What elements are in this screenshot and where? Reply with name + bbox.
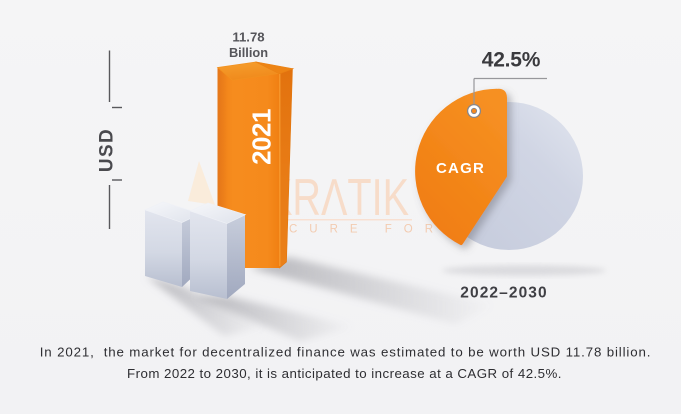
svg-text:KRΛTIK: KRΛTIK bbox=[266, 169, 409, 227]
svg-text:From 2022 to 2030, it is antic: From 2022 to 2030, it is anticipated to … bbox=[127, 366, 562, 381]
svg-text:11.78: 11.78 bbox=[232, 30, 264, 45]
svg-text:42.5%: 42.5% bbox=[482, 49, 541, 72]
svg-text:Billion: Billion bbox=[229, 45, 268, 60]
svg-text:CAGR: CAGR bbox=[436, 160, 485, 177]
svg-text:In 2021, the market for decen: In 2021, the market for decentralized fi… bbox=[40, 345, 651, 360]
svg-text:2022–2030: 2022–2030 bbox=[460, 285, 547, 302]
svg-text:CURE FOR: CURE FOR bbox=[289, 224, 445, 236]
svg-text:USD: USD bbox=[97, 128, 118, 172]
svg-text:2021: 2021 bbox=[247, 109, 277, 165]
